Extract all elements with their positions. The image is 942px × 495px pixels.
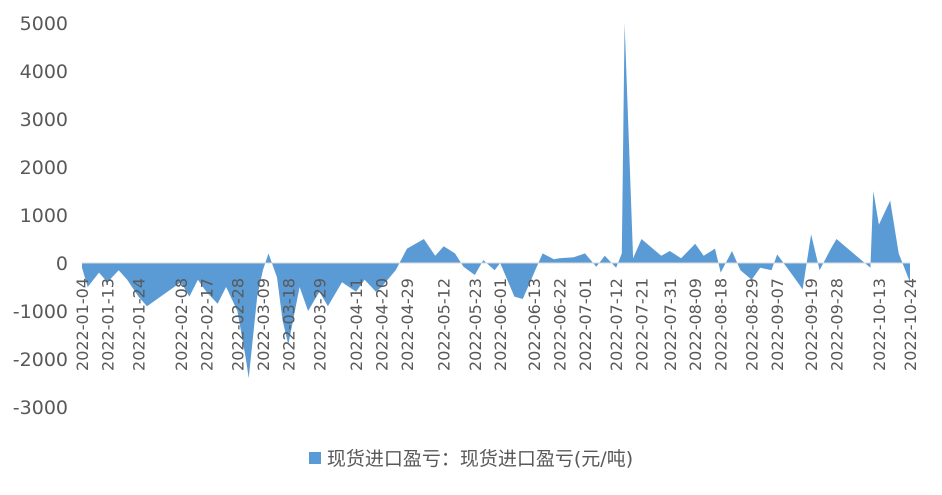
x-tick-label: 2022-06-22 bbox=[551, 278, 570, 371]
x-tick-label: 2022-08-29 bbox=[743, 278, 762, 371]
y-tick-label: -3000 bbox=[13, 397, 68, 419]
y-tick-label: 1000 bbox=[20, 205, 68, 227]
x-tick-label: 2022-06-01 bbox=[491, 278, 510, 371]
y-tick-label: 2000 bbox=[20, 157, 68, 179]
x-tick-label: 2022-01-13 bbox=[98, 278, 117, 371]
x-tick-label: 2022-07-31 bbox=[661, 278, 680, 371]
x-tick-label: 2022-03-18 bbox=[279, 278, 298, 371]
x-tick-label: 2022-04-20 bbox=[373, 278, 392, 371]
x-tick-label: 2022-03-29 bbox=[310, 278, 329, 371]
x-tick-label: 2022-10-13 bbox=[870, 278, 889, 371]
y-tick-label: 0 bbox=[56, 253, 68, 275]
x-tick-label: 2022-08-18 bbox=[712, 278, 731, 371]
series-area bbox=[82, 23, 910, 379]
y-tick-label: -2000 bbox=[13, 349, 68, 371]
x-tick-label: 2022-02-08 bbox=[172, 278, 191, 371]
x-tick-label: 2022-03-09 bbox=[254, 278, 273, 371]
x-tick-label: 2022-07-12 bbox=[607, 278, 626, 371]
legend: 现货进口盈亏：现货进口盈亏(元/吨) bbox=[0, 444, 942, 471]
x-tick-label: 2022-09-28 bbox=[828, 278, 847, 371]
y-tick-label: 3000 bbox=[20, 109, 68, 131]
x-axis-ticks: 2022-01-04 2022-01-13 2022-01-24 2022-02-08… bbox=[73, 278, 920, 371]
x-tick-label: 2022-05-12 bbox=[435, 278, 454, 371]
x-tick-label: 2022-02-28 bbox=[228, 278, 247, 371]
x-tick-label: 2022-07-21 bbox=[633, 278, 652, 371]
x-tick-label: 2022-05-23 bbox=[466, 278, 485, 371]
x-tick-label: 2022-01-04 bbox=[73, 278, 92, 371]
x-tick-label: 2022-09-07 bbox=[768, 278, 787, 371]
x-tick-label: 2022-09-19 bbox=[802, 278, 821, 371]
x-tick-label: 2022-01-24 bbox=[130, 278, 149, 371]
y-tick-label: 5000 bbox=[20, 13, 68, 35]
y-tick-label: -1000 bbox=[13, 301, 68, 323]
y-axis-ticks: 5000 4000 3000 2000 1000 0 -1000 -2000 -3000 bbox=[13, 13, 68, 419]
x-tick-label: 2022-04-11 bbox=[347, 278, 366, 371]
x-tick-label: 2022-04-29 bbox=[398, 278, 417, 371]
x-tick-label: 2022-07-01 bbox=[576, 278, 595, 371]
legend-swatch bbox=[308, 451, 321, 464]
y-tick-label: 4000 bbox=[20, 61, 68, 83]
x-tick-label: 2022-08-09 bbox=[686, 278, 705, 371]
x-tick-label: 2022-10-24 bbox=[901, 278, 920, 371]
x-tick-label: 2022-02-17 bbox=[197, 278, 216, 371]
x-tick-label: 2022-06-13 bbox=[525, 278, 544, 371]
legend-label: 现货进口盈亏：现货进口盈亏(元/吨) bbox=[326, 448, 634, 470]
